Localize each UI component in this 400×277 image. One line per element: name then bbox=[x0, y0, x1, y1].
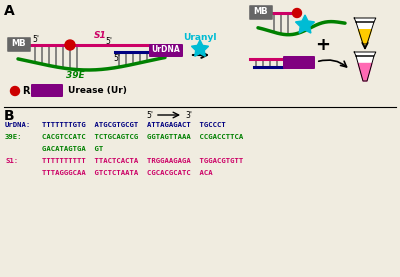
Text: Urease (Ur): Urease (Ur) bbox=[68, 86, 127, 96]
Text: TTTAGGGCAA  GTCTCTAATA  CGCACGCATC  ACA: TTTAGGGCAA GTCTCTAATA CGCACGCATC ACA bbox=[42, 170, 213, 176]
FancyBboxPatch shape bbox=[31, 84, 63, 97]
Text: MB: MB bbox=[254, 7, 268, 17]
Text: 39E:: 39E: bbox=[5, 134, 22, 140]
FancyBboxPatch shape bbox=[283, 56, 315, 69]
Text: MB: MB bbox=[12, 40, 26, 48]
Polygon shape bbox=[358, 30, 372, 44]
Polygon shape bbox=[354, 52, 376, 56]
Text: B: B bbox=[4, 109, 15, 123]
Text: +: + bbox=[316, 36, 330, 54]
Text: 5': 5' bbox=[105, 37, 112, 47]
Polygon shape bbox=[356, 22, 374, 44]
Text: S1:: S1: bbox=[5, 158, 18, 164]
Text: UrDNA: UrDNA bbox=[152, 45, 180, 55]
FancyBboxPatch shape bbox=[249, 5, 273, 20]
Circle shape bbox=[65, 40, 75, 50]
Text: CACGTCCATC  TCTGCAGTCG  GGTAGTTAAA  CCGACCTTCA: CACGTCCATC TCTGCAGTCG GGTAGTTAAA CCGACCT… bbox=[42, 134, 243, 140]
Polygon shape bbox=[296, 15, 314, 33]
Polygon shape bbox=[192, 40, 208, 56]
Text: GACATAGTGA  GT: GACATAGTGA GT bbox=[42, 146, 103, 152]
Text: 5': 5' bbox=[146, 111, 153, 119]
Text: 3': 3' bbox=[185, 111, 192, 119]
Text: S1: S1 bbox=[94, 30, 106, 40]
Text: A: A bbox=[4, 4, 15, 18]
Circle shape bbox=[10, 86, 20, 96]
Text: TTTTTTTTTT  TTACTCACTA  TRGGAAGAGA  TGGACGTGTT: TTTTTTTTTT TTACTCACTA TRGGAAGAGA TGGACGT… bbox=[42, 158, 243, 164]
Polygon shape bbox=[356, 56, 374, 81]
Text: 39E: 39E bbox=[66, 71, 84, 79]
FancyBboxPatch shape bbox=[7, 37, 31, 52]
Text: R: R bbox=[22, 86, 30, 96]
Polygon shape bbox=[354, 18, 376, 22]
Text: UrDNA:: UrDNA: bbox=[5, 122, 31, 128]
Text: TTTTTTTGTG  ATGCGTGCGT  ATTAGAGACT  TGCCCT: TTTTTTTGTG ATGCGTGCGT ATTAGAGACT TGCCCT bbox=[42, 122, 226, 128]
Text: 5': 5' bbox=[113, 54, 120, 63]
FancyBboxPatch shape bbox=[149, 44, 183, 57]
Circle shape bbox=[292, 9, 302, 17]
Text: 5': 5' bbox=[32, 35, 39, 43]
Polygon shape bbox=[358, 63, 372, 81]
Text: Uranyl: Uranyl bbox=[183, 32, 217, 42]
